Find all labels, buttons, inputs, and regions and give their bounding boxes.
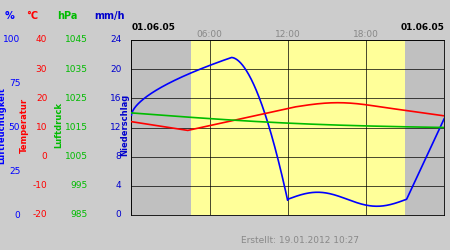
- Text: 75: 75: [9, 79, 20, 88]
- Text: 01.06.05: 01.06.05: [400, 24, 444, 32]
- Text: 50: 50: [9, 123, 20, 132]
- Text: Luftdruck: Luftdruck: [54, 102, 63, 148]
- Text: 25: 25: [9, 167, 20, 176]
- Text: 20: 20: [110, 65, 122, 74]
- Bar: [131, 40, 191, 215]
- Text: 0: 0: [41, 152, 47, 161]
- Text: 20: 20: [36, 94, 47, 103]
- Text: 16: 16: [110, 94, 122, 103]
- Text: 1005: 1005: [65, 152, 88, 161]
- Text: 995: 995: [71, 181, 88, 190]
- Text: 0: 0: [14, 210, 20, 220]
- Text: 8: 8: [116, 152, 122, 161]
- Text: °C: °C: [26, 11, 38, 21]
- Text: 0: 0: [116, 210, 122, 220]
- Text: 01.06.05: 01.06.05: [131, 24, 176, 32]
- Text: %: %: [4, 11, 14, 21]
- Text: -10: -10: [32, 181, 47, 190]
- Text: Niederschlag: Niederschlag: [121, 94, 130, 156]
- Text: hPa: hPa: [58, 11, 78, 21]
- Text: 985: 985: [71, 210, 88, 220]
- Text: 40: 40: [36, 36, 47, 44]
- Bar: [191, 40, 405, 215]
- Text: Temperatur: Temperatur: [20, 98, 29, 152]
- Text: 24: 24: [110, 36, 122, 44]
- Text: -20: -20: [32, 210, 47, 220]
- Text: mm/h: mm/h: [94, 11, 125, 21]
- Text: 1035: 1035: [65, 65, 88, 74]
- Bar: [405, 40, 444, 215]
- Text: 1015: 1015: [65, 123, 88, 132]
- Text: Luftfeuchtigkeit: Luftfeuchtigkeit: [0, 86, 6, 164]
- Text: 1025: 1025: [65, 94, 88, 103]
- Text: 30: 30: [36, 65, 47, 74]
- Text: 4: 4: [116, 181, 122, 190]
- Text: 100: 100: [3, 36, 20, 44]
- Text: 1045: 1045: [65, 36, 88, 44]
- Text: 12: 12: [110, 123, 122, 132]
- Text: 10: 10: [36, 123, 47, 132]
- Text: Erstellt: 19.01.2012 10:27: Erstellt: 19.01.2012 10:27: [241, 236, 359, 245]
